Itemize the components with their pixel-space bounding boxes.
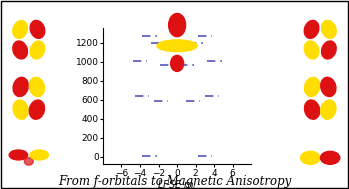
Ellipse shape [321, 20, 336, 38]
Ellipse shape [13, 41, 28, 59]
Ellipse shape [169, 13, 186, 37]
Ellipse shape [13, 100, 28, 119]
Ellipse shape [320, 151, 340, 164]
Ellipse shape [29, 100, 45, 119]
Ellipse shape [30, 41, 45, 59]
Ellipse shape [321, 41, 336, 59]
Ellipse shape [304, 20, 319, 38]
Ellipse shape [321, 100, 336, 119]
Ellipse shape [24, 158, 33, 165]
Ellipse shape [30, 150, 49, 160]
Ellipse shape [13, 77, 28, 97]
Ellipse shape [171, 55, 184, 71]
Ellipse shape [304, 77, 320, 97]
Ellipse shape [30, 20, 45, 38]
Ellipse shape [321, 77, 336, 97]
Ellipse shape [300, 151, 320, 164]
Ellipse shape [29, 77, 45, 97]
Ellipse shape [304, 41, 319, 59]
Text: From f-orbitals to Magnetic Anisotropy: From f-orbitals to Magnetic Anisotropy [58, 175, 291, 188]
Ellipse shape [13, 20, 28, 38]
Ellipse shape [157, 40, 197, 52]
Ellipse shape [304, 100, 320, 119]
X-axis label: LFSE $m_j$: LFSE $m_j$ [157, 179, 197, 189]
Ellipse shape [9, 150, 28, 160]
